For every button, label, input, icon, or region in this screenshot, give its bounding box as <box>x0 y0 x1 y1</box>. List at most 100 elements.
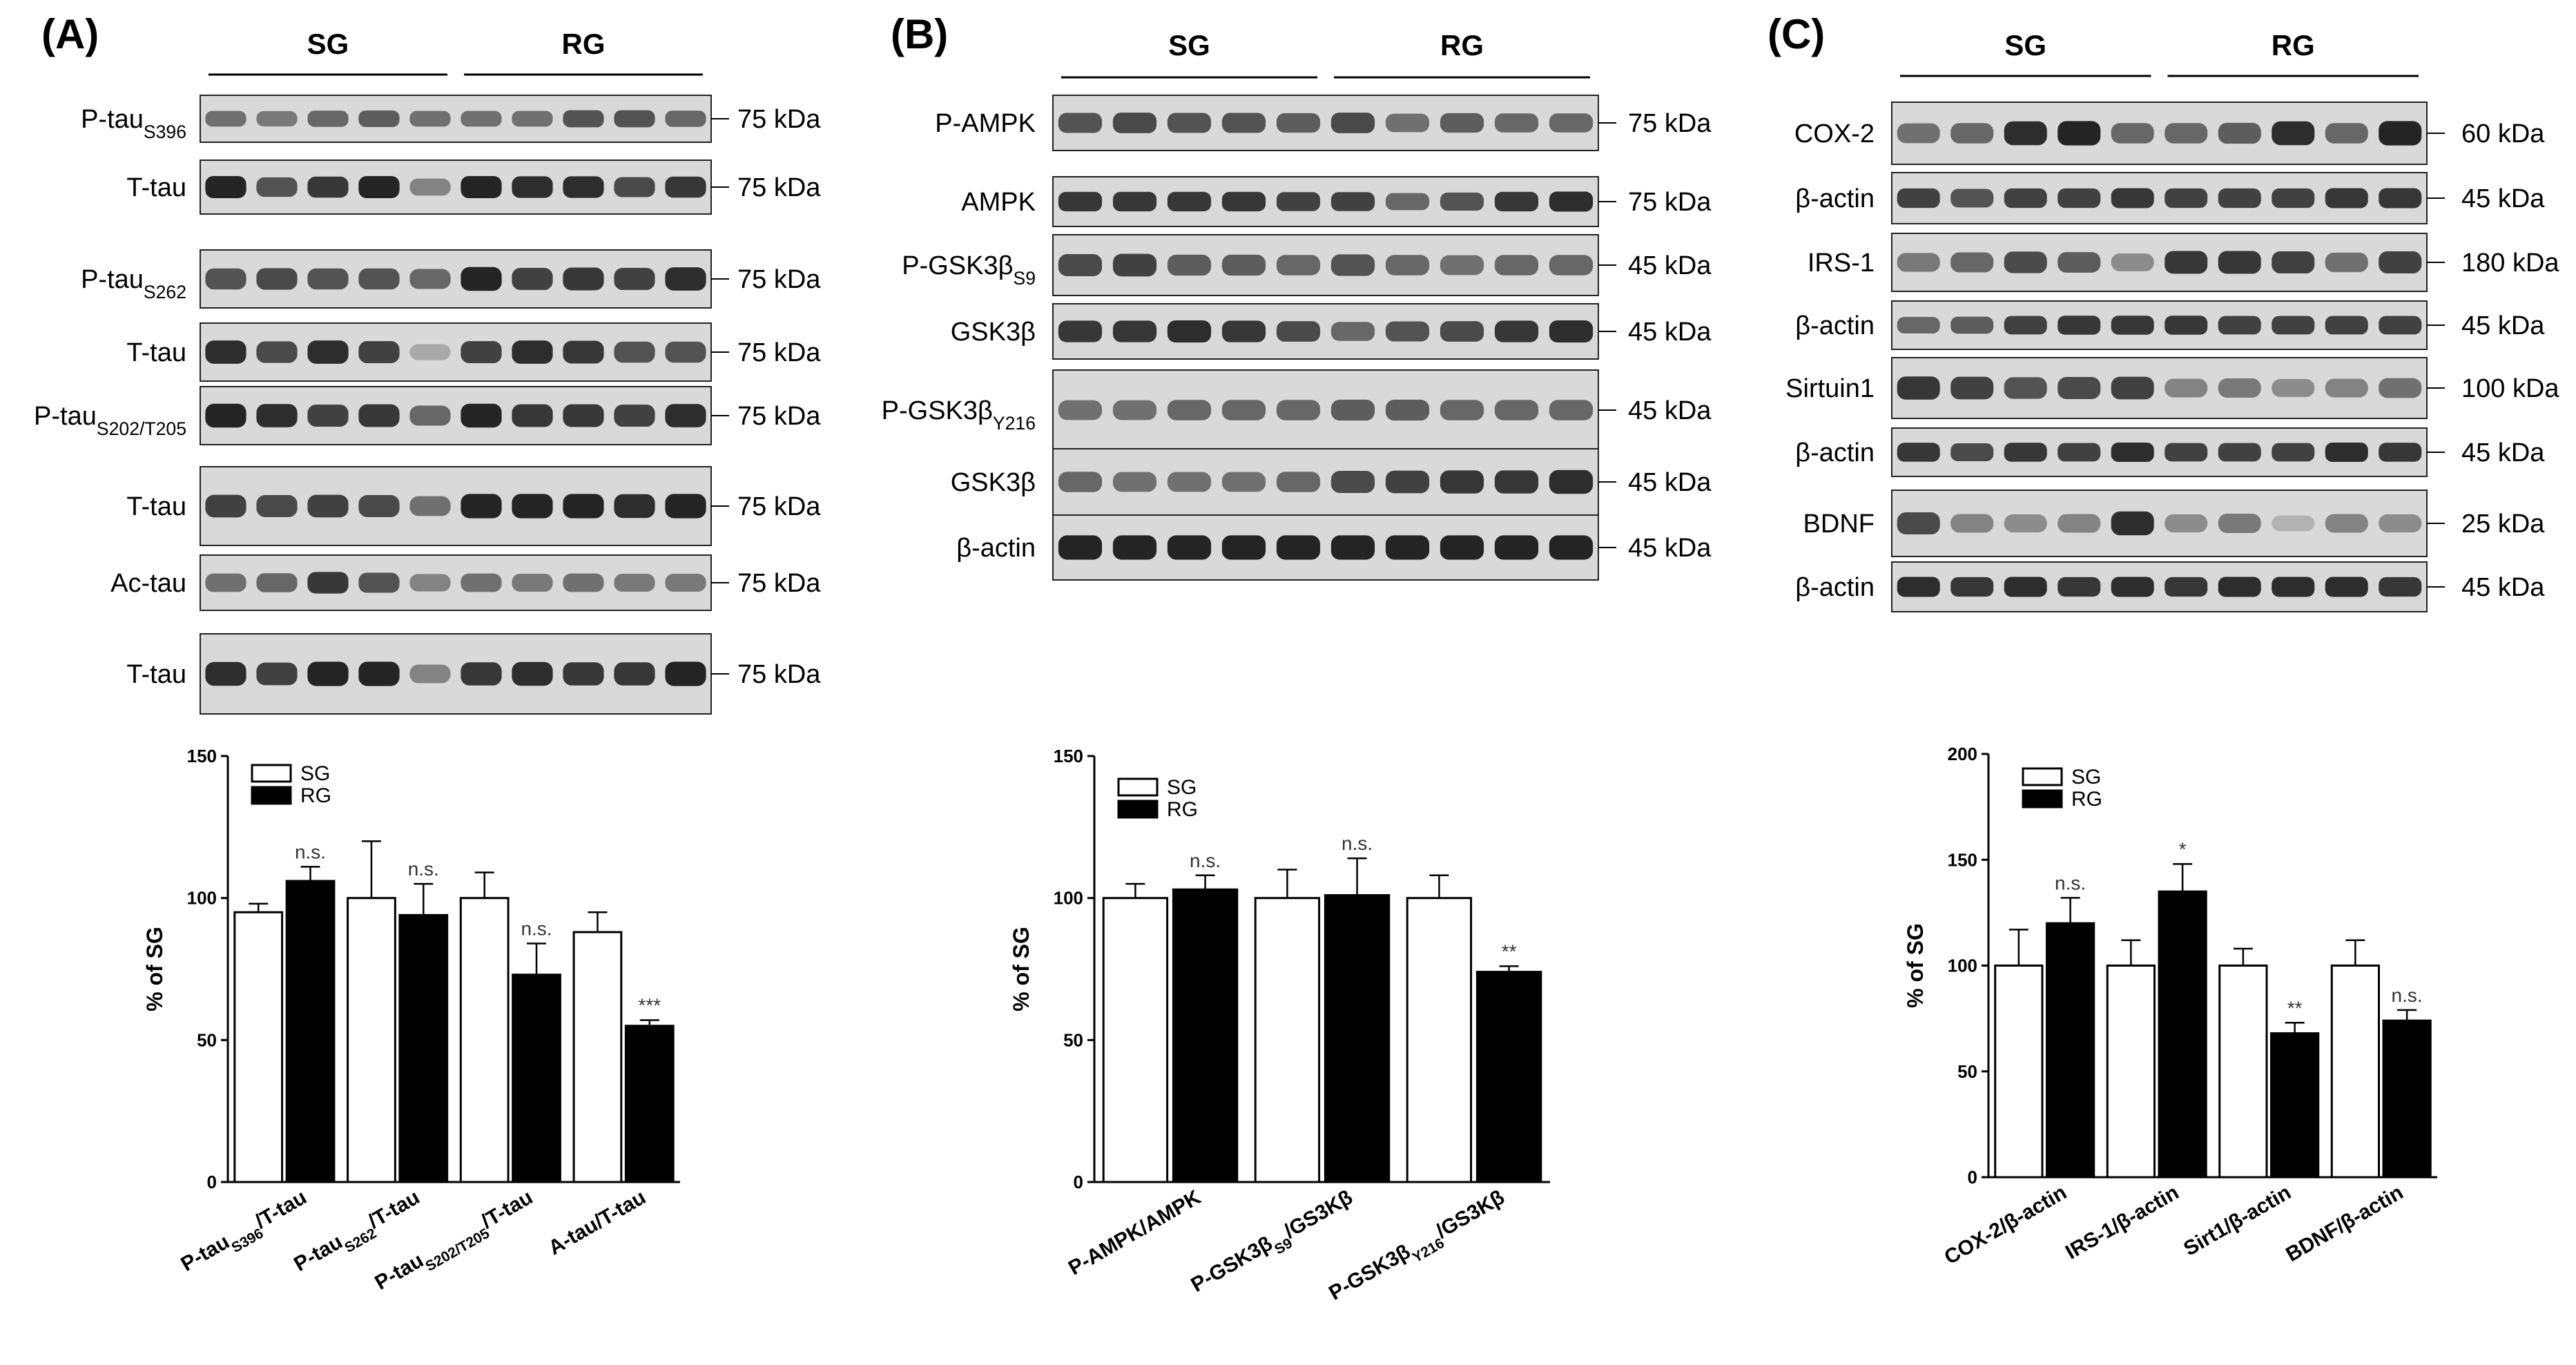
protein-label-sub: S262 <box>144 282 186 302</box>
x-category-label: IRS-1/β-actin <box>2062 1181 2182 1264</box>
band <box>512 267 553 291</box>
y-tick-label: 150 <box>187 746 217 766</box>
band <box>307 268 349 290</box>
kda-label: 75 kDa <box>737 660 821 689</box>
band <box>2057 377 2101 399</box>
legend-label-sg: SG <box>300 762 330 785</box>
band <box>2325 123 2368 144</box>
bar-chart-1: 0 50 100 150 % of SG n.s. P-tauS396/T-tau n.s. P… <box>142 746 680 1295</box>
y-tick-label: 50 <box>197 1029 217 1050</box>
bar-rg <box>2270 1032 2320 1179</box>
x-category-label-main: Sirt1/β-actin <box>2180 1181 2295 1260</box>
band <box>461 494 502 519</box>
band <box>358 110 400 128</box>
blot-3: β-actin 45 kDa <box>1795 300 2545 350</box>
significance-label: n.s. <box>1190 850 1221 871</box>
blot-0: COX-2 60 kDa <box>1794 101 2545 165</box>
protein-label: T-tau <box>126 660 186 689</box>
band <box>1897 443 1940 462</box>
y-tick-label: 0 <box>1074 1172 1083 1192</box>
band <box>256 177 298 197</box>
band <box>2272 577 2315 597</box>
band <box>1494 470 1539 494</box>
bar-rg <box>2158 890 2207 1179</box>
significance-label: ** <box>2287 997 2303 1018</box>
protein-label-sub: Y216 <box>993 413 1036 434</box>
band <box>2325 514 2368 533</box>
band <box>409 405 451 426</box>
band <box>1494 320 1539 342</box>
x-category-label-tail: /GS3Kβ <box>1280 1185 1356 1243</box>
blot-membrane <box>1891 490 2428 557</box>
band <box>2004 514 2047 533</box>
legend-label-rg: RG <box>2071 788 2102 811</box>
band <box>2272 378 2315 398</box>
blot-6: Ac-tau 75 kDa <box>110 554 821 611</box>
band <box>2272 251 2315 274</box>
y-tick-label: 150 <box>1948 849 1977 870</box>
band <box>2272 188 2315 209</box>
bar-rg <box>1172 888 1239 1183</box>
protein-label: T-tau <box>126 492 186 521</box>
bar-sg <box>2330 965 2380 1179</box>
band <box>2165 577 2208 597</box>
band <box>665 661 706 686</box>
band <box>1897 253 1940 272</box>
blot-panel-3: (C) SG RG COX-2 60 kDa β-actin 45 kDa IRS-1 180 … <box>1768 11 2559 612</box>
protein-label-main: T-tau <box>126 338 186 367</box>
blot-2: P-tauS262 75 kDa <box>81 249 821 309</box>
significance-label: ** <box>1502 940 1517 962</box>
band <box>614 494 655 519</box>
band <box>1385 535 1430 560</box>
protein-label-main: P-tau <box>34 402 97 431</box>
protein-label: IRS-1 <box>1808 249 1875 278</box>
bar-sg <box>1406 897 1473 1183</box>
band <box>665 110 706 127</box>
blot-1: T-tau 75 kDa <box>126 159 821 215</box>
protein-label: T-tau <box>126 338 186 367</box>
band <box>1897 512 1940 534</box>
x-category-label-main: P-tau <box>371 1249 427 1295</box>
band <box>409 664 451 684</box>
blot-2: P-GSK3βS9 45 kDa <box>902 234 1712 296</box>
protein-label-main: Sirtuin1 <box>1785 374 1875 403</box>
band <box>563 340 604 364</box>
blot-4: P-tauS202/T205 75 kDa <box>34 386 821 445</box>
band <box>665 267 706 291</box>
protein-label-main: P-GSK3β <box>882 396 993 425</box>
band <box>2057 443 2101 462</box>
protein-label: P-tauS396 <box>81 105 186 142</box>
band <box>256 573 298 592</box>
band <box>307 494 349 518</box>
kda-label: 45 kDa <box>2461 438 2545 467</box>
significance-label: n.s. <box>2392 985 2423 1006</box>
band <box>2325 252 2368 273</box>
band <box>2057 188 2101 209</box>
legend-swatch-sg <box>251 764 292 783</box>
band <box>2111 188 2154 209</box>
bar-rg <box>398 913 449 1183</box>
band <box>2379 378 2422 398</box>
band <box>307 661 349 686</box>
band <box>205 268 246 290</box>
band <box>2379 577 2422 597</box>
x-category-label-sub: S202/T205 <box>423 1225 492 1274</box>
band <box>563 176 604 198</box>
band <box>1276 192 1321 211</box>
y-tick-label: 0 <box>1968 1167 1977 1188</box>
blot-5: β-actin 45 kDa <box>1795 427 2545 477</box>
panel-label: (B) <box>891 11 948 57</box>
band <box>1494 255 1539 275</box>
kda-label: 75 kDa <box>737 265 821 294</box>
band <box>256 110 298 127</box>
band <box>2218 378 2261 398</box>
protein-label: Sirtuin1 <box>1785 374 1875 403</box>
bar-rg <box>624 1025 675 1183</box>
band <box>358 404 400 427</box>
band <box>409 574 451 592</box>
group-label-sg: SG <box>307 28 349 60</box>
band <box>409 110 451 127</box>
kda-label: 75 kDa <box>737 569 821 598</box>
bar-sg <box>233 911 284 1183</box>
